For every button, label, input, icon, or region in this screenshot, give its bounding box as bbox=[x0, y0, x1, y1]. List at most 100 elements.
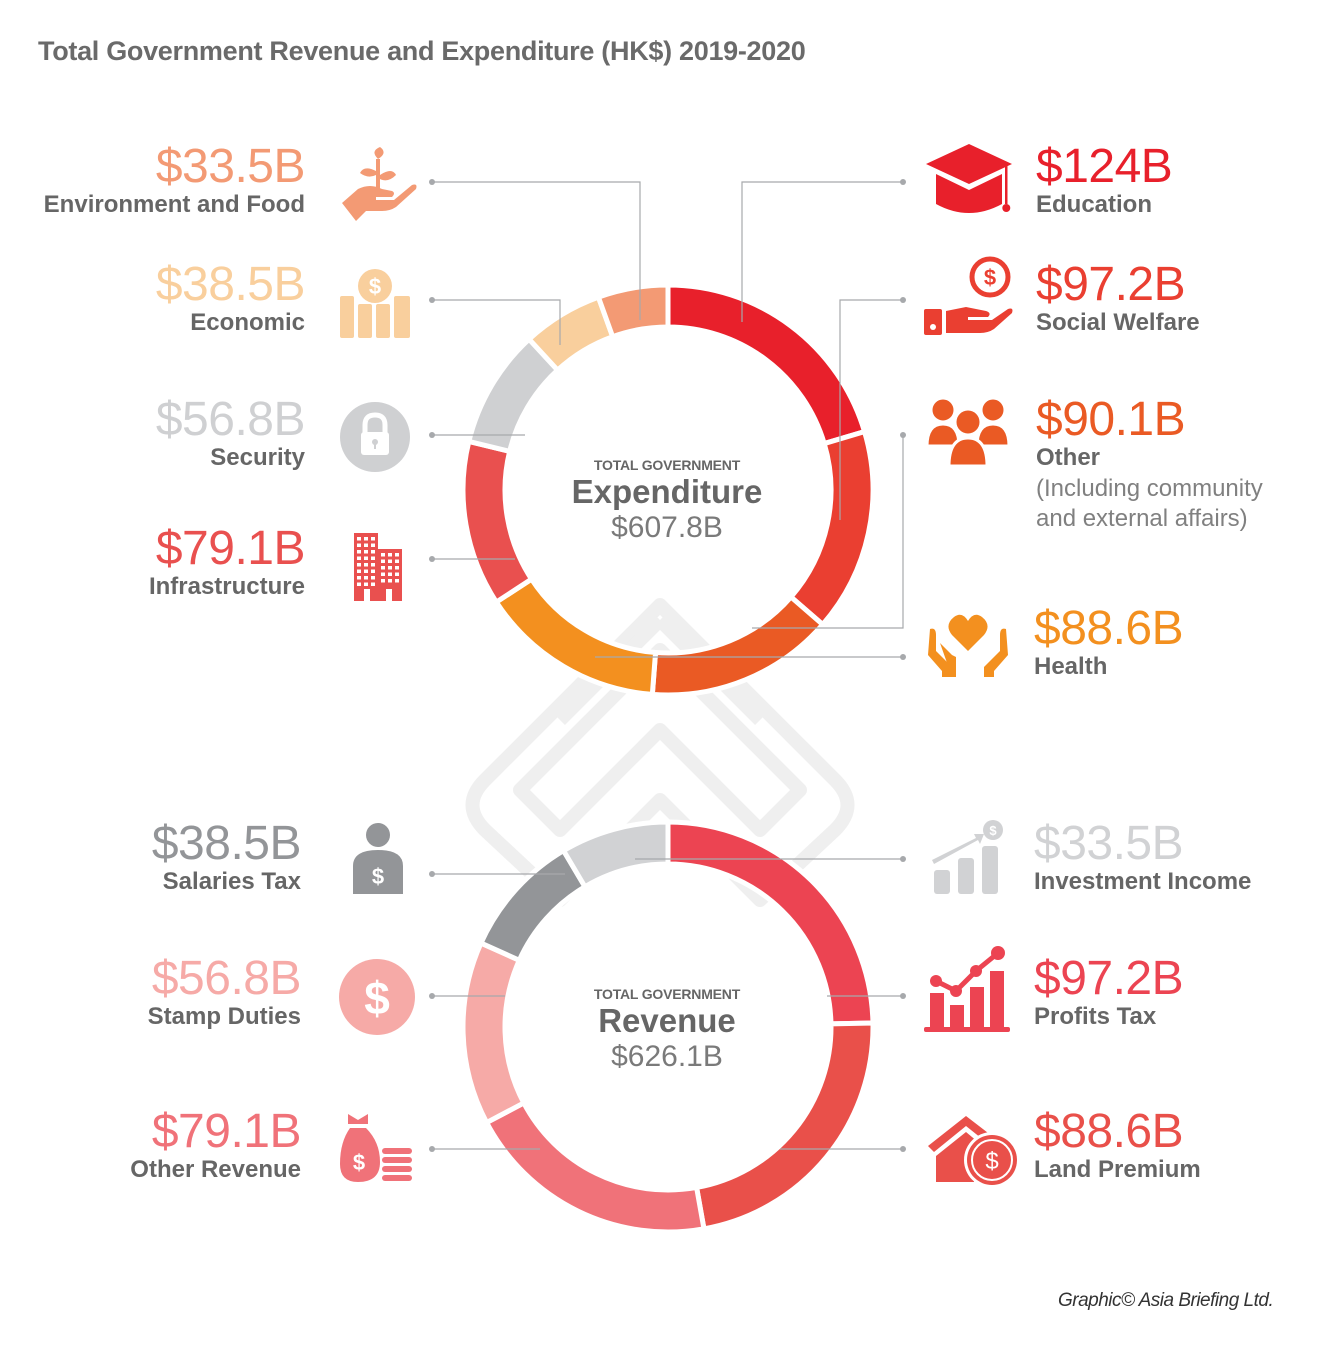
legend-item-security: $56.8B Security bbox=[155, 393, 306, 471]
legend-item-other-revenue: $79.1B Other Revenue bbox=[130, 1108, 301, 1182]
lock-icon bbox=[340, 402, 410, 472]
category-label: Salaries Tax bbox=[162, 868, 301, 895]
expenditure-center-total: $607.8B bbox=[611, 511, 723, 544]
leader-dot-environment-and-food bbox=[429, 179, 435, 185]
expenditure-center-caption: TOTAL GOVERNMENT bbox=[593, 457, 741, 473]
leader-dot-stamp-duties bbox=[429, 993, 435, 999]
category-label: Other Revenue bbox=[130, 1156, 301, 1183]
value-label: $38.5B bbox=[151, 817, 302, 870]
hand-holding-coin-icon: $ bbox=[924, 256, 1013, 335]
expenditure-donut bbox=[460, 282, 876, 698]
leader-dot-infrastructure bbox=[429, 556, 435, 562]
leader-dot-education bbox=[900, 179, 906, 185]
category-label: Infrastructure bbox=[148, 573, 305, 600]
svg-text:$: $ bbox=[369, 274, 381, 299]
svg-text:$: $ bbox=[985, 1148, 998, 1175]
leader-dot-social-welfare bbox=[900, 297, 906, 303]
coin-bars-icon: $ bbox=[340, 269, 410, 338]
expenditure-center: TOTAL GOVERNMENT Expenditure $607.8B bbox=[537, 457, 797, 545]
value-label: $33.5B bbox=[1034, 817, 1184, 870]
svg-text:$: $ bbox=[364, 972, 390, 1024]
person-dollar-icon: $ bbox=[353, 823, 403, 894]
category-label: Stamp Duties bbox=[147, 1003, 301, 1030]
value-label: $56.8B bbox=[151, 952, 302, 1005]
donut-slice-other-revenue bbox=[483, 1099, 707, 1235]
donut-slice-social-welfare bbox=[787, 428, 876, 629]
category-label: Land Premium bbox=[1034, 1156, 1201, 1183]
value-label: $79.1B bbox=[155, 522, 306, 575]
category-label: Security bbox=[210, 444, 305, 471]
people-group-icon bbox=[925, 396, 1011, 468]
category-label: Economic bbox=[190, 309, 305, 336]
svg-text:$: $ bbox=[984, 265, 996, 290]
legend-item-land-premium: $88.6B Land Premium bbox=[1034, 1108, 1201, 1182]
expenditure-center-heading: Expenditure bbox=[571, 473, 763, 510]
hands-heart-icon bbox=[928, 614, 1008, 677]
category-label: Social Welfare bbox=[1036, 309, 1200, 336]
leader-line-social-welfare bbox=[839, 299, 903, 520]
donut-slice-environment-and-food bbox=[595, 282, 671, 340]
value-label: $97.2B bbox=[1036, 258, 1186, 311]
growth-chart-icon bbox=[924, 946, 1010, 1032]
plant-in-hand-icon bbox=[342, 147, 417, 221]
value-label: $38.5B bbox=[155, 258, 306, 311]
category-label: Investment Income bbox=[1034, 868, 1252, 895]
legend-item-health: $88.6B Health bbox=[1034, 602, 1184, 680]
revenue-center-total: $626.1B bbox=[611, 1040, 723, 1073]
value-label: $97.2B bbox=[1034, 952, 1184, 1005]
leader-dot-security bbox=[429, 432, 435, 438]
category-label: Environment and Food bbox=[43, 191, 305, 218]
legend-item-environment-food: $33.5B Environment and Food bbox=[43, 143, 306, 218]
leader-dot-health bbox=[900, 654, 906, 660]
leader-dot-economic bbox=[429, 297, 435, 303]
category-label: Other bbox=[1036, 444, 1101, 471]
category-sublabel: (Including community and external affair… bbox=[1036, 475, 1263, 532]
svg-text:$: $ bbox=[989, 823, 997, 838]
leader-line-other bbox=[752, 435, 904, 629]
donut-slice-investment-income bbox=[560, 819, 671, 891]
legend-item-infrastructure: $79.1B Infrastructure bbox=[148, 522, 306, 600]
buildings-icon bbox=[354, 533, 402, 601]
legend-item-profits-tax: $97.2B Profits Tax bbox=[1034, 952, 1184, 1030]
category-label: Health bbox=[1034, 653, 1108, 680]
leader-dot-salaries-tax bbox=[429, 871, 435, 877]
value-label: $88.6B bbox=[1034, 602, 1184, 655]
leader-line-economic bbox=[432, 299, 561, 345]
legend-item-investment-income: $33.5B Investment Income bbox=[1034, 820, 1251, 894]
value-label: $124B bbox=[1036, 140, 1173, 193]
svg-text:$: $ bbox=[372, 864, 384, 889]
legend-item-education: $124B Education bbox=[1036, 140, 1173, 218]
credit-text: Graphic© Asia Briefing Ltd. bbox=[1058, 1290, 1274, 1311]
leader-line-environment-and-food bbox=[432, 181, 641, 320]
donut-slice-stamp-duties bbox=[460, 939, 528, 1126]
legend-item-salaries-tax: $38.5B Salaries Tax bbox=[151, 817, 302, 895]
value-label: $79.1B bbox=[151, 1105, 302, 1158]
legend-item-other: $90.1B Other (Including community and ex… bbox=[1036, 396, 1296, 534]
dollar-coin-icon: $ bbox=[339, 959, 415, 1035]
leader-line-education bbox=[741, 181, 903, 322]
graduation-cap-icon bbox=[926, 144, 1012, 213]
leader-lines bbox=[429, 179, 906, 1152]
revenue-center-caption: TOTAL GOVERNMENT bbox=[593, 986, 741, 1002]
value-label: $56.8B bbox=[155, 393, 306, 446]
leader-dot-investment-income bbox=[900, 856, 906, 862]
value-label: $90.1B bbox=[1036, 393, 1186, 446]
chart-title: Total Government Revenue and Expenditure… bbox=[38, 36, 806, 66]
revenue-center-heading: Revenue bbox=[598, 1002, 736, 1039]
donut-slice-infrastructure bbox=[460, 438, 535, 606]
category-label: Profits Tax bbox=[1034, 1003, 1157, 1030]
category-label: Education bbox=[1036, 191, 1153, 218]
leader-dot-land-premium bbox=[900, 1146, 906, 1152]
legend-item-economic: $38.5B Economic bbox=[155, 258, 306, 336]
leader-dot-profits-tax bbox=[900, 993, 906, 999]
legend-item-stamp-duties: $56.8B Stamp Duties bbox=[147, 952, 302, 1030]
leader-dot-other bbox=[900, 432, 906, 438]
investment-chart-icon: $ bbox=[932, 820, 1003, 894]
legend-item-social-welfare: $97.2B Social Welfare bbox=[1036, 261, 1200, 335]
revenue-center: TOTAL GOVERNMENT Revenue $626.1B bbox=[537, 986, 797, 1074]
svg-text:$: $ bbox=[353, 1150, 365, 1175]
leader-dot-other-revenue bbox=[429, 1146, 435, 1152]
money-bag-icon: $ bbox=[340, 1114, 412, 1182]
house-coin-icon: $ bbox=[928, 1116, 1020, 1186]
